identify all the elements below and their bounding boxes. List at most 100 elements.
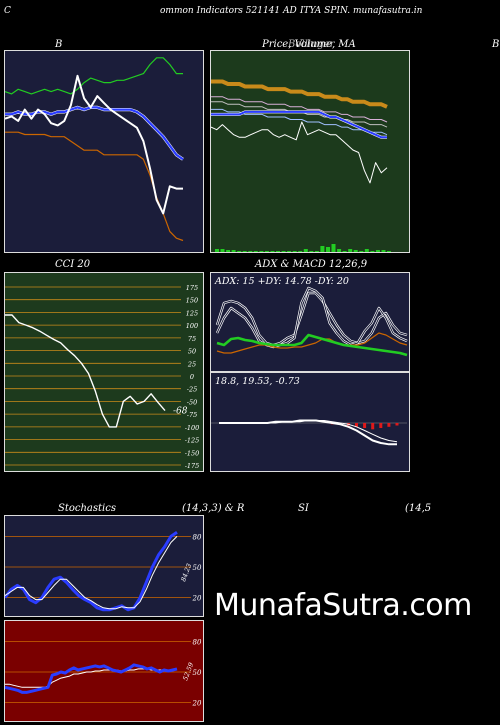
volume-bar: [220, 249, 225, 252]
volume-bar: [375, 250, 380, 252]
volume-bar: [309, 251, 314, 252]
cci-tick-label: -75: [187, 411, 197, 419]
volume-bar: [259, 251, 264, 252]
price-ma-overlay-title: Bollinger: [288, 39, 335, 50]
volume-bar: [287, 251, 292, 252]
macd-panel: 18.8, 19.53, -0.73: [210, 372, 410, 472]
stoch-panel: 80 50 20 84.23: [4, 515, 204, 617]
price-ma-title: Price, Volume, MA: [262, 39, 356, 50]
header-left-text: ommon Indicators 521141 AD: [160, 6, 297, 16]
cci-tick-label: 175: [186, 284, 198, 292]
cci-tick-label: -100: [185, 424, 200, 432]
ma-lightblue-line: [211, 108, 388, 136]
panel-background: [5, 621, 203, 721]
volume-bar: [276, 251, 280, 252]
macd-histogram-bar: [379, 423, 383, 428]
stoch-d-line: [5, 536, 178, 610]
macd-histogram-bar: [387, 423, 391, 427]
cci-tick-label: 100: [186, 322, 198, 330]
volume-bar: [364, 249, 369, 252]
volume-bar: [370, 251, 375, 252]
header-right-text: ITYA SPIN. munafasutra.in: [300, 6, 423, 16]
stoch-title-mid: (14,3,3) & R: [182, 503, 245, 514]
volume-bar: [353, 250, 358, 252]
cci-tick-label: 50: [188, 348, 196, 356]
adx-title: ADX & MACD 12,26,9: [255, 259, 368, 270]
cci-tick-label: -125: [185, 437, 200, 445]
cci-tick-label: 150: [186, 297, 198, 305]
cci-tick-label: 75: [188, 335, 196, 343]
panel-background: [5, 51, 203, 252]
macd-histogram-bar: [363, 423, 367, 428]
cci-tick-label: -175: [185, 462, 200, 470]
volume-bar: [314, 251, 319, 252]
rsi-tick-label: 80: [193, 638, 202, 646]
cci-tick-label: 125: [186, 309, 198, 317]
adx-chart: [211, 273, 409, 371]
volume-bar: [248, 251, 253, 252]
price-ma-chart: [211, 51, 409, 252]
price-line: [211, 121, 388, 184]
volume-bar: [237, 251, 242, 252]
panel-background: [5, 273, 203, 471]
cci-tick-label: 25: [187, 360, 196, 368]
adx-line: [216, 333, 408, 357]
panel-background: [211, 51, 409, 252]
volume-bar: [270, 251, 275, 252]
stoch-tick-label: 20: [192, 595, 202, 603]
volume-bar: [348, 249, 353, 252]
ma-pink-line: [211, 96, 388, 123]
macd-line: [219, 419, 397, 446]
volume-bar: [342, 251, 347, 252]
volume-bar: [264, 251, 269, 252]
edge-letter: B: [492, 39, 500, 50]
macd-histogram-bar: [395, 423, 399, 426]
volume-bar: [242, 251, 247, 252]
volume-bar: [359, 251, 364, 252]
rsi-line: [5, 663, 178, 694]
volume-bar: [215, 249, 219, 252]
cci-line: [5, 314, 166, 428]
volume-bar: [303, 249, 308, 252]
macd-chart: [211, 373, 409, 471]
stoch-tick-label: 50: [193, 564, 202, 572]
cci-value-label: -68: [173, 407, 188, 417]
minus-dy-inner: [216, 287, 408, 348]
macd-histogram-bar: [371, 423, 375, 430]
cci-tick-label: -25: [187, 386, 197, 394]
volume-bar: [298, 251, 303, 252]
rsi-title-right: (14,5: [405, 503, 432, 514]
cci-title: CCI 20: [55, 259, 91, 270]
volume-bar: [231, 250, 236, 252]
rsi-tick-label: 50: [193, 669, 202, 677]
brand-watermark: MunafaSutra.com: [214, 588, 472, 623]
rsi-tick-label: 20: [192, 700, 202, 708]
bollinger-title: B: [55, 39, 63, 50]
cci-panel: 175 150 125 100 75 50 25 0 -25 -50 -75 -100 -125 -150…: [4, 272, 204, 472]
volume-bar: [326, 247, 330, 252]
volume-bar: [253, 251, 258, 252]
bollinger-panel: [4, 50, 204, 253]
volume-bar: [320, 246, 325, 252]
stoch-tick-label: 80: [193, 533, 202, 541]
adx-panel: ADX: 15 +DY: 14.78 -DY: 20: [210, 272, 410, 372]
header-left-letter: C: [4, 6, 11, 16]
stoch-k-line: [5, 531, 178, 612]
bollinger-price-line: [5, 74, 183, 215]
volume-bar: [387, 251, 391, 252]
ma-orange-band: [211, 79, 388, 109]
volume-bar: [331, 244, 336, 252]
adx-orange-line: [216, 332, 408, 354]
cci-tick-label: -150: [185, 449, 200, 457]
macd-readout: 18.8, 19.53, -0.73: [215, 376, 300, 387]
macd-histogram-bar: [355, 423, 358, 427]
plus-dy-inner: [216, 292, 408, 346]
volume-bar: [381, 250, 386, 252]
volume-bar: [292, 251, 297, 252]
bollinger-upper-line: [5, 57, 183, 95]
rsi-title-si: SI: [298, 503, 309, 514]
bollinger-chart: [5, 51, 203, 252]
cci-tick-label: 0: [190, 373, 194, 381]
price-ma-panel: [210, 50, 410, 253]
